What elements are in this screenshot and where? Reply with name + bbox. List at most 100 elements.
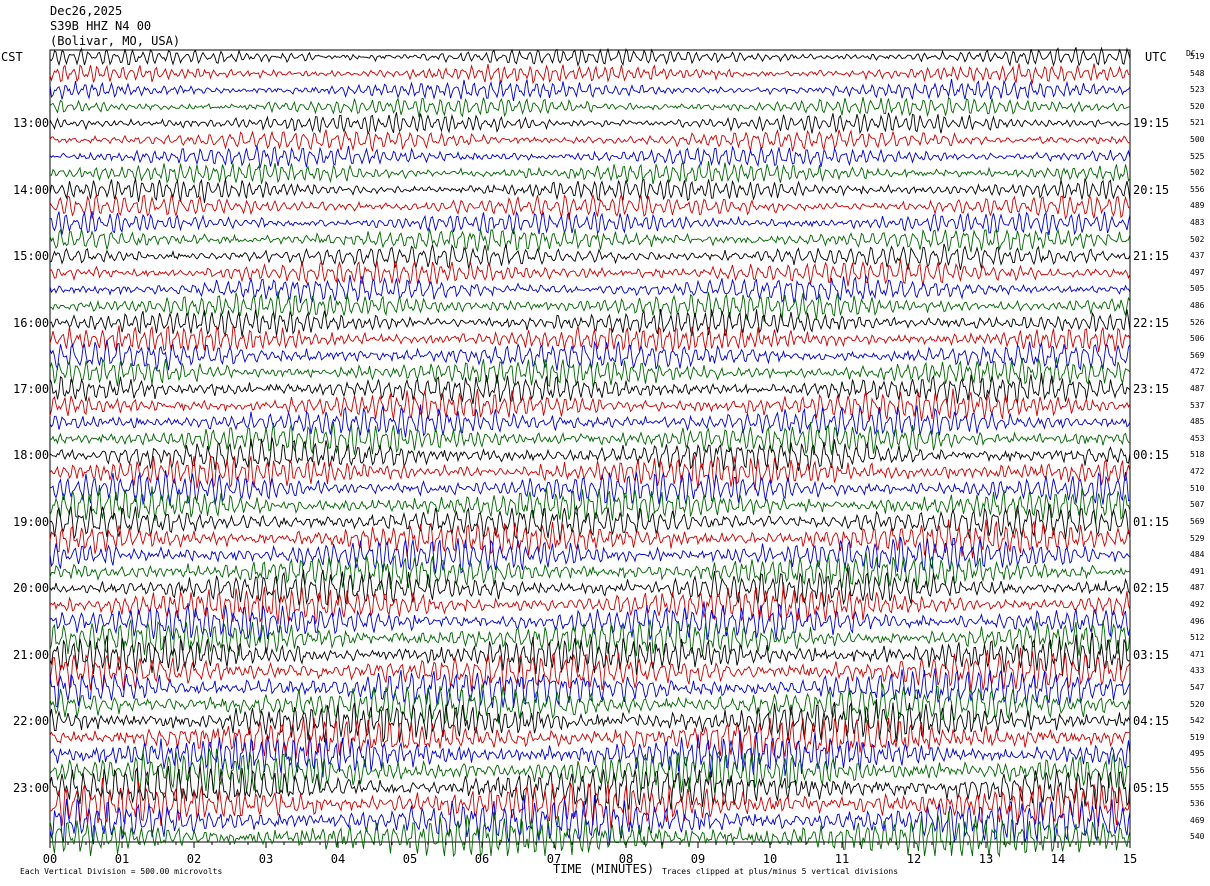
dc-offset-value: 500 [1190, 135, 1205, 145]
dc-offset-value: 502 [1190, 168, 1205, 178]
dc-offset-value: 556 [1190, 765, 1205, 775]
dc-offset-value: 471 [1190, 649, 1205, 659]
trace-38 [49, 647, 1131, 692]
plot-frame [49, 49, 1131, 843]
dc-offset-value: 487 [1190, 583, 1205, 593]
right-timezone-label: UTC [1145, 50, 1167, 64]
dc-offset-value: 492 [1190, 599, 1205, 609]
trace-41 [49, 699, 1131, 743]
dc-offset-value: 472 [1190, 367, 1205, 377]
trace-44 [49, 747, 1130, 793]
trace-27 [49, 470, 1131, 506]
trace-29 [49, 503, 1131, 542]
dc-offset-value: 502 [1190, 234, 1205, 244]
trace-4 [49, 96, 1130, 118]
left-hour-label: 20:00 [13, 581, 50, 596]
trace-40 [49, 683, 1131, 725]
dc-offset-value: 497 [1190, 267, 1205, 277]
dc-offset-value: 489 [1190, 201, 1205, 211]
x-tick-label-04: 04 [330, 852, 346, 866]
x-tick-label-12: 12 [906, 852, 922, 866]
dc-offset-value: 569 [1190, 516, 1205, 526]
dc-offset-value: 453 [1190, 433, 1205, 443]
trace-24 [49, 421, 1131, 455]
trace-3 [49, 78, 1131, 101]
x-tick-label-11: 11 [834, 852, 850, 866]
trace-35 [49, 601, 1131, 641]
trace-21 [49, 373, 1131, 405]
dc-offset-value: 491 [1190, 566, 1205, 576]
right-hour-label: 03:15 [1133, 647, 1170, 662]
right-hour-label: 00:15 [1133, 448, 1170, 463]
trace-group [49, 46, 1131, 858]
dc-offset-value: 485 [1190, 417, 1205, 427]
x-tick-label-09: 09 [690, 852, 706, 866]
trace-37 [49, 632, 1131, 677]
dc-offset-value: 512 [1190, 633, 1205, 643]
trace-22 [49, 388, 1131, 422]
trace-17 [49, 309, 1131, 338]
header-date: Dec26,2025 [50, 4, 123, 18]
left-hour-label: 23:00 [13, 780, 50, 795]
dc-offset-value: 487 [1190, 384, 1205, 394]
trace-18 [49, 324, 1131, 352]
dc-offset-value: 526 [1190, 317, 1205, 327]
trace-47 [49, 794, 1131, 845]
trace-16 [49, 291, 1131, 322]
trace-6 [49, 128, 1131, 152]
right-hour-label: 04:15 [1133, 714, 1170, 729]
dc-offset-value: 529 [1190, 533, 1205, 543]
trace-2 [49, 63, 1131, 85]
x-axis-label: TIME (MINUTES) [553, 862, 655, 876]
left-hour-label: 19:00 [13, 514, 50, 529]
trace-33 [49, 567, 1131, 608]
right-hour-label: 21:15 [1133, 249, 1170, 264]
trace-25 [49, 437, 1131, 472]
x-tick-label-05: 05 [402, 852, 418, 866]
x-tick-label-02: 02 [186, 852, 202, 866]
trace-32 [49, 551, 1131, 591]
dc-offset-value: 519 [1190, 52, 1205, 61]
trace-15 [49, 274, 1131, 304]
left-hour-label: 21:00 [13, 647, 50, 662]
x-tick-label-00: 00 [42, 852, 58, 866]
dc-offset-value: 486 [1190, 301, 1205, 311]
dc-offset-value: 525 [1190, 151, 1205, 161]
x-tick-label-15: 15 [1122, 852, 1138, 866]
dc-offset-value: 433 [1190, 666, 1205, 676]
dc-offset-value: 540 [1190, 832, 1205, 842]
footer-clip-note: Traces clipped at plus/minus 5 vertical … [662, 867, 899, 876]
trace-20 [49, 357, 1131, 388]
trace-36 [49, 619, 1131, 658]
dc-offset-value: 520 [1190, 101, 1205, 111]
right-hour-label: 23:15 [1133, 382, 1170, 397]
footer-scale-note: Each Vertical Division = 500.00 microvol… [20, 867, 223, 876]
trace-31 [49, 536, 1131, 574]
dc-offset-value: 536 [1190, 799, 1205, 809]
trace-5 [49, 112, 1131, 135]
dc-offset-value: 521 [1190, 118, 1205, 128]
dc-offset-value: 537 [1190, 400, 1205, 410]
left-timezone-label: CST [1, 50, 23, 64]
tick-marks [49, 842, 1131, 848]
left-hour-label: 17:00 [13, 382, 50, 397]
trace-42 [49, 716, 1131, 760]
left-hour-label: 22:00 [13, 714, 50, 729]
trace-19 [49, 339, 1131, 371]
x-tick-label-07: 07 [546, 852, 562, 866]
right-hour-label: 02:15 [1133, 581, 1170, 596]
dc-offset-value: 484 [1190, 550, 1205, 560]
trace-34 [49, 582, 1131, 625]
left-hour-label: 15:00 [13, 249, 50, 264]
right-hour-label: 05:15 [1133, 780, 1170, 795]
dc-offset-value: 520 [1190, 699, 1205, 709]
trace-46 [50, 777, 1131, 830]
dc-offset-value: 556 [1190, 184, 1205, 194]
dc-header-label: DC [1186, 49, 1196, 58]
dc-offset-value: 495 [1190, 749, 1205, 759]
x-tick-label-13: 13 [978, 852, 994, 866]
x-tick-label-01: 01 [114, 852, 130, 866]
dc-offset-value: 510 [1190, 483, 1205, 493]
x-tick-label-14: 14 [1050, 852, 1066, 866]
